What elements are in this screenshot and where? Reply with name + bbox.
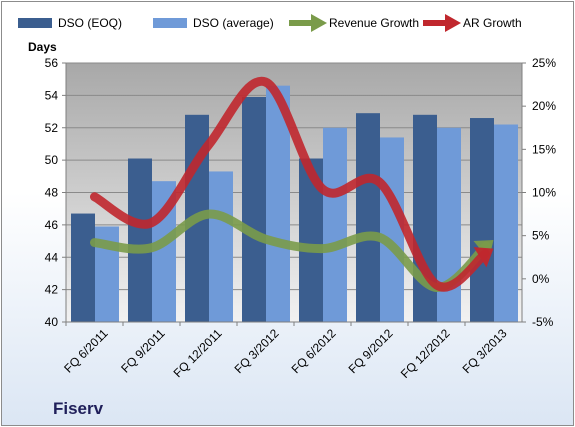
y-tick-label: 48	[45, 186, 59, 200]
y2-tick-label: 10%	[532, 186, 556, 200]
bar	[128, 158, 152, 322]
y-axis-ticks: 40 42 44 46 48 50 52 54 56	[45, 56, 66, 329]
legend-swatch	[153, 18, 187, 28]
y-axis-title: Days	[28, 40, 57, 54]
x-tick-label: FQ 9/2012	[346, 326, 396, 376]
legend-label: DSO (average)	[193, 16, 274, 30]
bar	[470, 118, 494, 322]
legend: DSO (EOQ) DSO (average) Revenue Growth AR G…	[18, 14, 522, 32]
y-tick-label: 56	[45, 56, 59, 70]
x-axis-ticks: FQ 6/2011 FQ 9/2011 FQ 12/2011 FQ 3/2012 FQ …	[61, 322, 510, 381]
legend-arrowhead	[445, 14, 461, 32]
bar	[494, 124, 518, 322]
y2-tick-label: -5%	[532, 315, 554, 329]
y-tick-label: 40	[45, 315, 59, 329]
legend-label: AR Growth	[463, 16, 522, 30]
y2-tick-label: 5%	[532, 229, 550, 243]
legend-label: Revenue Growth	[329, 16, 419, 30]
x-tick-label: FQ 12/2012	[398, 326, 453, 381]
series-line	[90, 76, 490, 292]
legend-swatch	[18, 18, 52, 28]
legend-arrowhead	[311, 14, 327, 32]
bar	[266, 85, 290, 322]
bar	[242, 96, 266, 323]
x-tick-label: FQ 12/2011	[171, 326, 225, 380]
company-name: Fiserv	[53, 399, 104, 418]
series-arrowhead	[473, 247, 494, 268]
x-tick-label: FQ 9/2011	[118, 326, 168, 376]
y2-tick-label: 25%	[532, 56, 556, 70]
bar	[323, 127, 347, 322]
y2-axis-ticks: -5% 0% 5% 10% 15% 20% 25%	[522, 56, 556, 329]
y-tick-label: 50	[45, 153, 59, 167]
y2-tick-label: 15%	[532, 142, 556, 156]
y2-tick-label: 0%	[532, 272, 550, 286]
bar	[437, 127, 461, 322]
y-tick-label: 46	[45, 218, 59, 232]
y-tick-label: 54	[45, 88, 59, 102]
y-tick-label: 42	[45, 283, 59, 297]
y2-tick-label: 20%	[532, 99, 556, 113]
x-tick-label: FQ 3/2012	[232, 326, 282, 376]
bar	[71, 213, 95, 322]
bar	[209, 171, 233, 322]
growth-lines	[90, 76, 494, 292]
y-tick-label: 44	[45, 250, 59, 264]
bar	[380, 137, 404, 322]
bars	[71, 85, 518, 323]
legend-label: DSO (EOQ)	[58, 16, 122, 30]
x-tick-label: FQ 6/2011	[61, 326, 111, 376]
x-tick-label: FQ 6/2012	[289, 326, 339, 376]
y-tick-label: 52	[45, 121, 59, 135]
x-tick-label: FQ 3/2013	[460, 326, 510, 376]
bar	[356, 113, 380, 323]
